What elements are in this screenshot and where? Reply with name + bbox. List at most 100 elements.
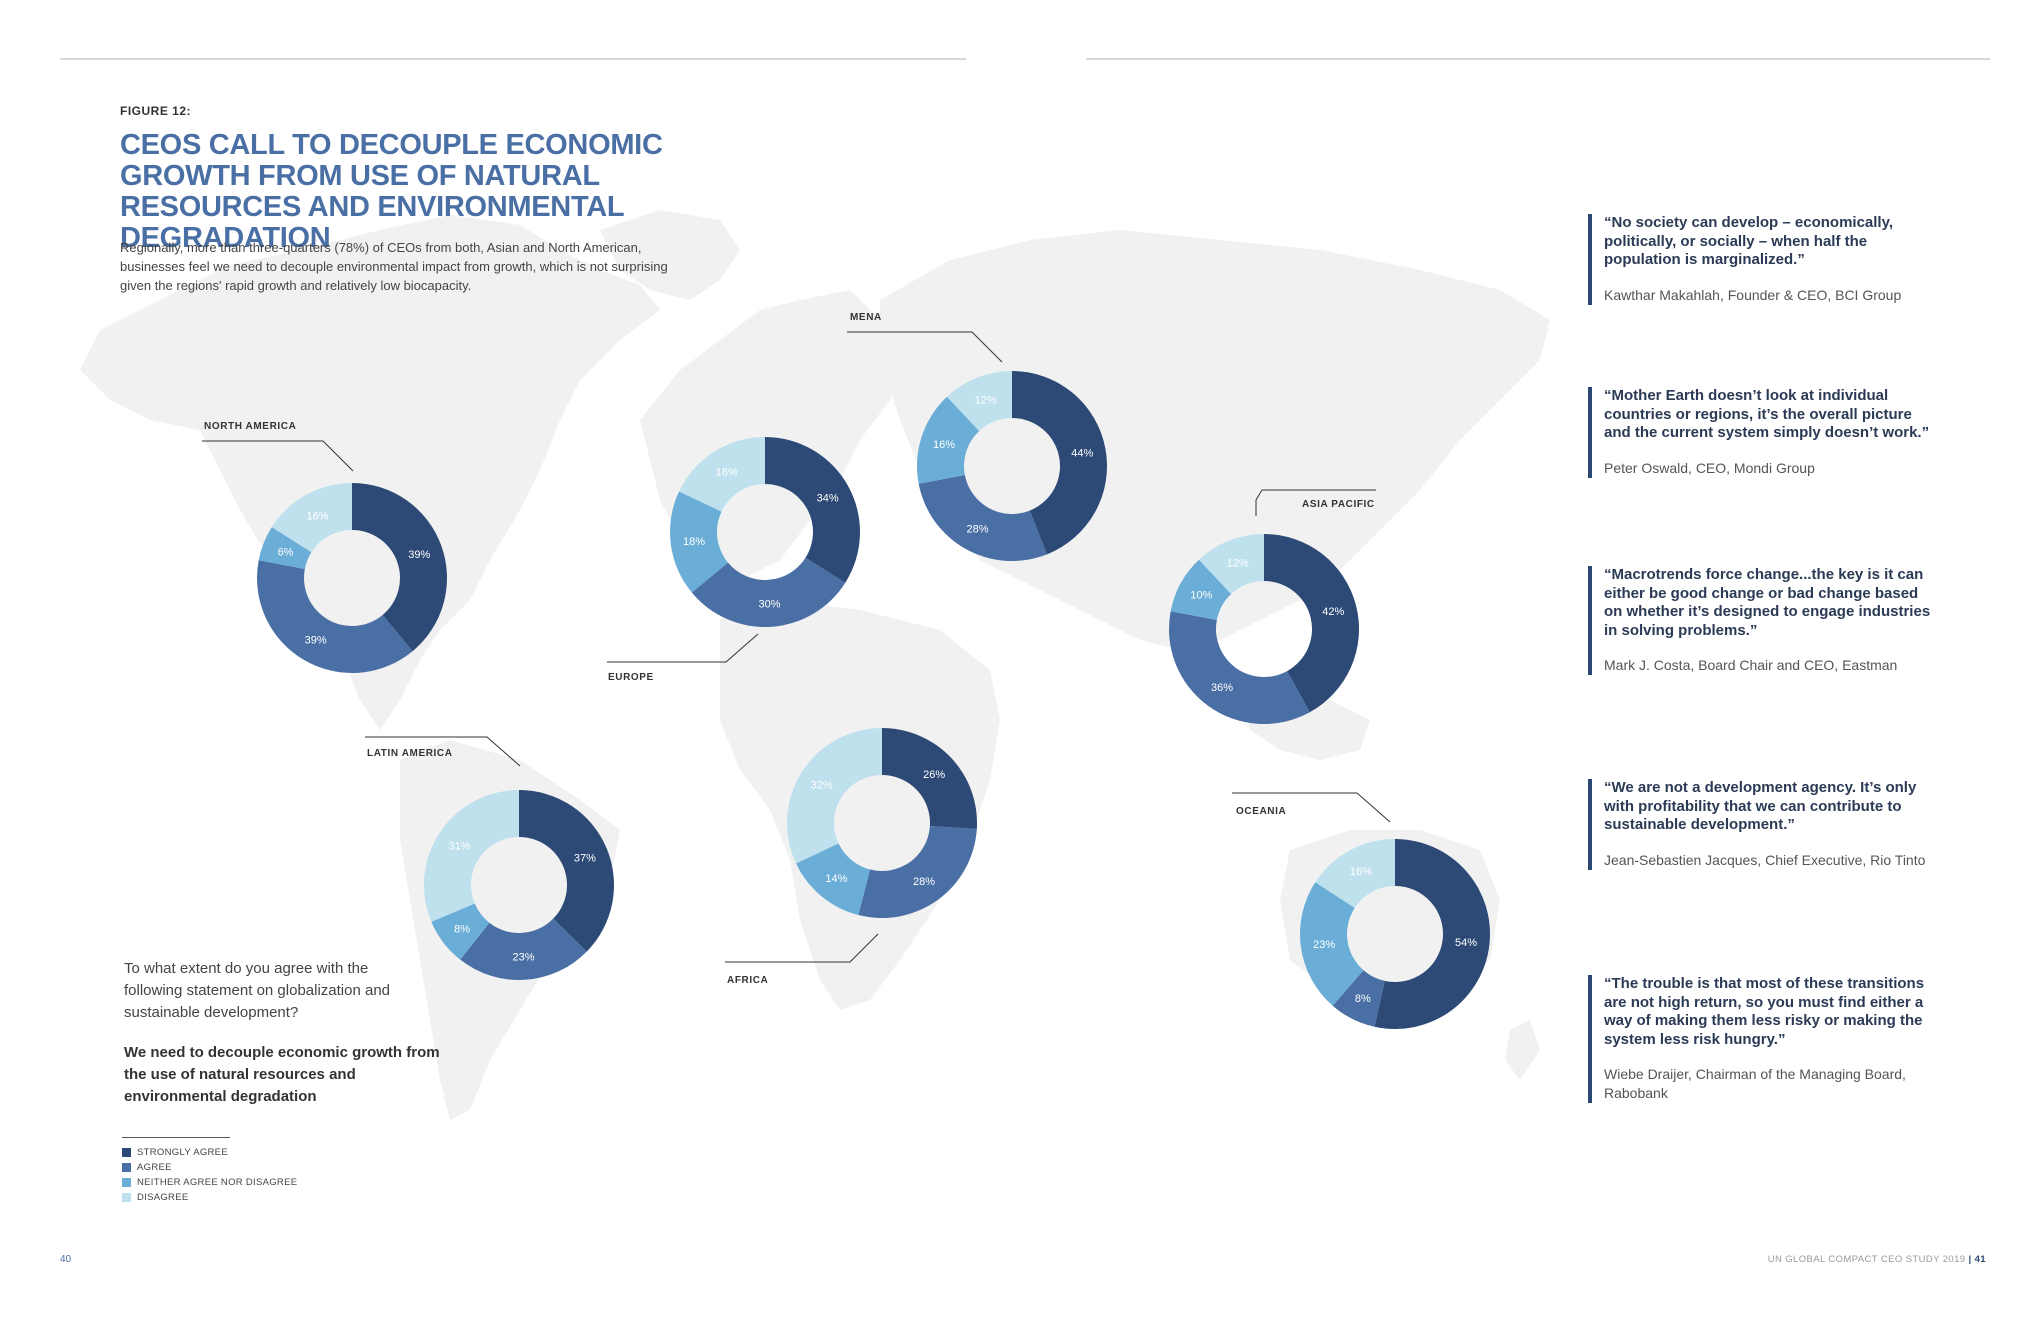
region-label-asia-pacific: ASIA PACIFIC [1302,499,1375,510]
legend: STRONGLY AGREE AGREE NEITHER AGREE NOR D… [122,1145,297,1205]
donut-slice-africa-2 [796,843,871,916]
donut-slice-oceania-1 [1332,970,1385,1027]
donut-slice-mena-3 [946,371,1012,432]
quote-attribution: Peter Oswald, CEO, Mondi Group [1604,459,1815,476]
quote-text: “Mother Earth doesn’t look at individual… [1604,387,1930,441]
quote-text: “Macrotrends force change...the key is i… [1604,566,1931,639]
donut-slice-oceania-0 [1374,839,1491,1029]
donut-label-north-america-2: 6% [278,547,294,559]
legend-rule [122,1137,230,1138]
region-label-north-america: NORTH AMERICA [204,421,297,432]
donut-slice-north-america-2 [258,527,312,570]
donut-label-europe-3: 18% [716,467,738,479]
donut-label-oceania-0: 54% [1455,937,1477,949]
donut-label-north-america-3: 16% [307,510,329,522]
quote-attribution: Kawthar Makahlah, Founder & CEO, BCI Gro… [1604,286,1902,303]
donut-slice-latin-america-2 [431,903,490,960]
region-label-oceania: OCEANIA [1236,806,1287,817]
page-number-right: 41 [1974,1254,1986,1265]
legend-swatch [122,1193,131,1202]
page-title: CEOS CALL TO DECOUPLE ECONOMIC GROWTH FR… [120,129,663,254]
donut-label-latin-america-2: 8% [454,923,470,935]
donut-slice-africa-1 [858,826,977,918]
donut-label-africa-0: 26% [923,769,945,781]
footer: UN GLOBAL COMPACT CEO STUDY 2019 | 41 [1768,1254,1986,1265]
region-label-mena: MENA [850,312,882,323]
donut-label-oceania-2: 23% [1313,939,1335,951]
donut-charts: 39% 39% 6% 16% 34% 30% 18% 18% 44% 28% 16% 12% 42% 36… [257,370,1491,1029]
legend-swatch [122,1178,131,1187]
region-label-europe: EUROPE [608,672,654,683]
donut-label-oceania-1: 8% [1355,993,1371,1005]
legend-item-agree: AGREE [122,1160,297,1175]
legend-item-disagree: DISAGREE [122,1190,297,1205]
footer-divider: | [1968,1254,1975,1265]
donut-slice-oceania-2 [1299,882,1364,1006]
donut-slice-africa-3 [787,728,882,864]
donut-label-europe-0: 34% [817,493,839,505]
donut-slice-mena-1 [918,474,1047,561]
donut-slice-asia-pacific-3 [1198,534,1264,595]
legend-label: AGREE [137,1162,172,1173]
donut-label-asia-pacific-3: 12% [1227,558,1249,570]
donut-label-asia-pacific-2: 10% [1190,590,1212,602]
region-label-africa: AFRICA [727,975,769,986]
donut-slice-latin-america-3 [423,790,519,922]
legend-label: STRONGLY AGREE [137,1147,228,1158]
donut-label-oceania-3: 16% [1350,866,1372,878]
donut-slice-oceania-3 [1315,839,1395,908]
donut-label-africa-1: 28% [913,876,935,888]
donut-label-mena-2: 16% [933,439,955,451]
donut-slice-asia-pacific-2 [1170,559,1232,621]
quote-text: “The trouble is that most of these trans… [1604,975,1925,1048]
region-label-latin-america: LATIN AMERICA [367,748,453,759]
legend-item-neither: NEITHER AGREE NOR DISAGREE [122,1175,297,1190]
donut-label-asia-pacific-0: 42% [1322,606,1344,618]
donut-label-asia-pacific-1: 36% [1211,682,1233,694]
legend-label: DISAGREE [137,1192,189,1203]
donut-slice-europe-2 [670,491,729,593]
legend-label: NEITHER AGREE NOR DISAGREE [137,1177,298,1188]
donut-slice-north-america-0 [352,483,447,652]
donut-label-africa-2: 14% [825,873,847,885]
donut-slice-europe-3 [679,437,765,512]
donut-slice-latin-america-1 [460,918,587,980]
donut-slice-asia-pacific-1 [1169,611,1310,725]
donut-slice-africa-0 [882,728,978,829]
quote-oswald: “Mother Earth doesn’t look at individual… [1588,387,1934,478]
quote-attribution: Jean-Sebastien Jacques, Chief Executive,… [1604,851,1926,868]
quote-makahlah: “No society can develop – economically, … [1588,214,1934,305]
donut-label-europe-1: 30% [758,598,780,610]
donut-label-europe-2: 18% [683,536,705,548]
figure-label: FIGURE 12: [120,104,192,118]
donut-slice-mena-2 [917,396,980,484]
donut-slice-north-america-1 [257,560,413,673]
donut-slice-north-america-3 [271,483,352,553]
top-rule-left [60,58,966,60]
quote-text: “We are not a development agency. It’s o… [1604,779,1917,833]
donut-label-latin-america-1: 23% [513,951,535,963]
page-number-left: 40 [60,1254,72,1265]
survey-statement: We need to decouple economic growth from… [124,1044,440,1105]
donut-label-north-america-1: 39% [305,635,327,647]
quote-draijer: “The trouble is that most of these trans… [1588,975,1934,1103]
donut-slice-mena-0 [1012,370,1108,555]
leader-lines [202,331,1391,963]
quote-jacques: “We are not a development agency. It’s o… [1588,779,1934,870]
donut-label-africa-3: 32% [811,780,833,792]
donut-label-mena-1: 28% [967,524,989,536]
legend-item-strongly-agree: STRONGLY AGREE [122,1145,297,1160]
donut-label-north-america-0: 39% [408,549,430,561]
donut-label-latin-america-3: 31% [448,840,470,852]
top-rule-right [1086,58,1990,60]
donut-label-latin-america-0: 37% [574,852,596,864]
quote-text: “No society can develop – economically, … [1604,214,1893,268]
quote-attribution: Wiebe Draijer, Chairman of the Managing … [1604,1066,1906,1101]
quote-costa: “Macrotrends force change...the key is i… [1588,566,1934,675]
legend-swatch [122,1163,131,1172]
donut-slice-europe-1 [691,557,846,628]
donut-slice-latin-america-0 [519,790,614,952]
legend-swatch [122,1148,131,1157]
footer-text: UN GLOBAL COMPACT CEO STUDY 2019 [1767,1254,1966,1265]
